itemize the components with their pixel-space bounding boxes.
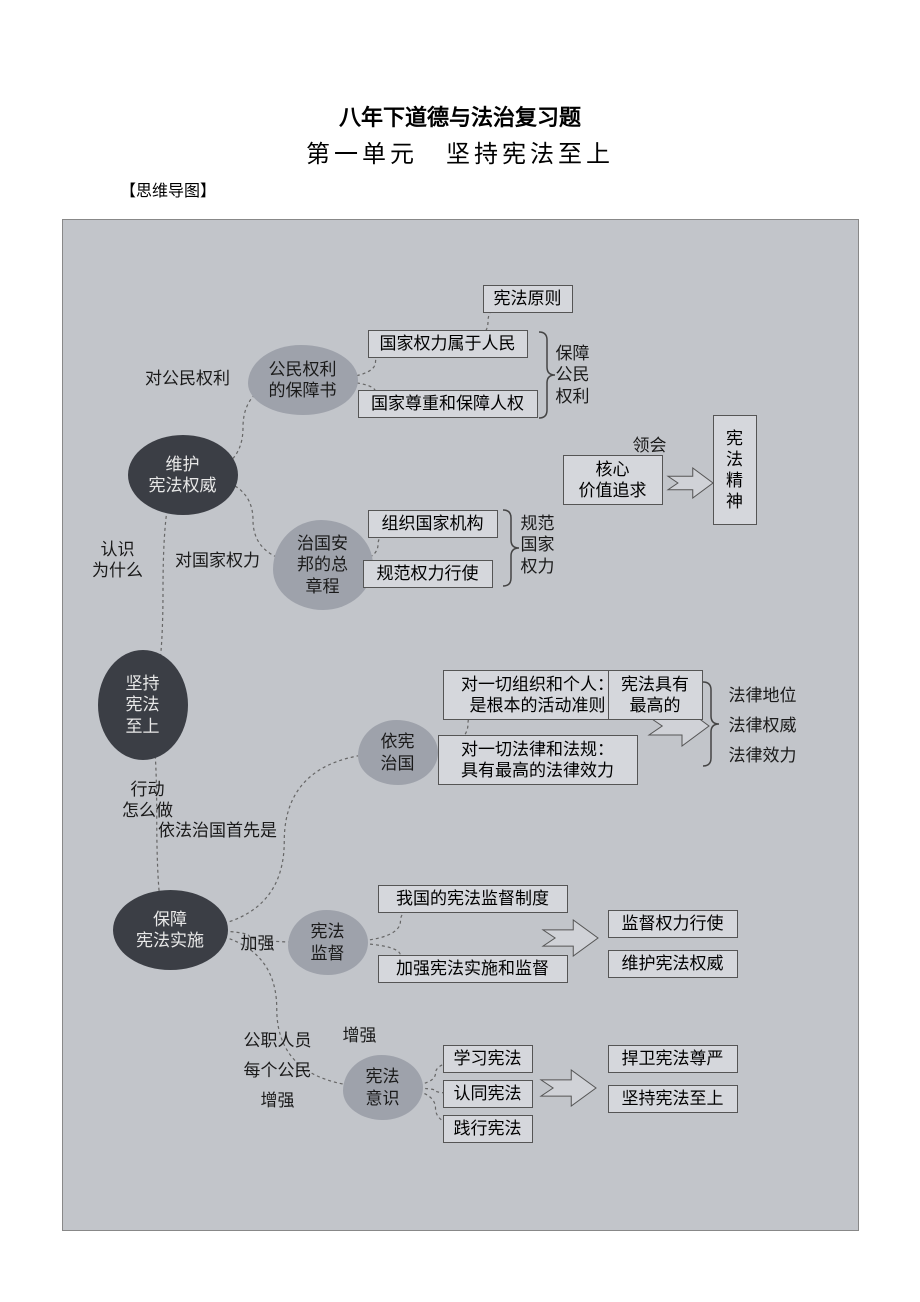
node-box_core: 核心价值追求 [563, 455, 663, 505]
node-cloud_yixian: 依宪治国 [358, 720, 438, 785]
node-lbl_auth: 法律权威 [723, 715, 803, 737]
node-maintain: 维护宪法权威 [128, 435, 238, 515]
node-box_uphold: 维护宪法权威 [608, 950, 738, 978]
node-root: 坚持宪法至上 [98, 650, 188, 760]
node-box_allorg: 对一切组织和个人：是根本的活动准则 [443, 670, 633, 720]
node-lbl_offic: 公职人员 [238, 1030, 318, 1052]
node-lbl_inc2: 增强 [335, 1025, 385, 1047]
node-guarantee: 保障宪法实施 [113, 890, 228, 970]
node-box_alllaw: 对一切法律和法规：具有最高的法律效力 [438, 735, 638, 785]
node-lbl_inc: 增强 [253, 1090, 303, 1112]
node-rec_why: 认识为什么 [83, 540, 153, 580]
node-cloud_super: 宪法监督 [288, 910, 368, 975]
node-lbl_status: 法律地位 [723, 685, 803, 707]
node-box_pract: 践行宪法 [443, 1115, 533, 1143]
node-box_agree: 认同宪法 [443, 1080, 533, 1108]
node-lbl_lead: 领会 [625, 435, 675, 457]
node-brace_state: 规范国家权力 [513, 510, 563, 580]
node-brace_cit: 保障公民权利 [548, 340, 598, 410]
node-cloud_gov: 治国安邦的总章程 [273, 520, 373, 610]
node-box_norm: 规范权力行使 [363, 560, 493, 588]
node-box_learn: 学习宪法 [443, 1045, 533, 1073]
section-label: 【思维导图】 [120, 177, 870, 201]
page-subtitle: 第一单元 坚持宪法至上 [50, 134, 870, 169]
node-box_respect: 国家尊重和保障人权 [358, 390, 538, 418]
node-box_insist: 坚持宪法至上 [608, 1085, 738, 1113]
node-box_highest: 宪法具有最高的 [608, 670, 703, 720]
node-box_superv: 监督权力行使 [608, 910, 738, 938]
node-box_org: 组织国家机构 [368, 510, 498, 538]
node-cloud_guar: 公民权利的保障书 [248, 345, 358, 415]
mindmap-diagram: 坚持宪法至上认识为什么行动怎么做维护宪法权威对公民权利对国家权力公民权利的保障书… [62, 219, 859, 1231]
node-cloud_aware: 宪法意识 [343, 1055, 423, 1120]
node-act_how: 行动怎么做 [113, 780, 183, 820]
node-lbl_first: 依法治国首先是 [148, 820, 288, 842]
node-box_defend: 捍卫宪法尊严 [608, 1045, 738, 1073]
node-box_belong: 国家权力属于人民 [368, 330, 528, 358]
page-title: 八年下道德与法治复习题 [50, 100, 870, 132]
node-box_spirit: 宪法精神 [713, 415, 757, 525]
node-to_citizen: 对公民权利 [138, 368, 238, 390]
node-lbl_effect: 法律效力 [723, 745, 803, 767]
node-lbl_strength: 加强 [233, 933, 283, 955]
node-lbl_every: 每个公民 [238, 1060, 318, 1082]
node-box_imp: 加强宪法实施和监督 [378, 955, 568, 983]
node-to_state: 对国家权力 [168, 550, 268, 572]
node-box_sys: 我国的宪法监督制度 [378, 885, 568, 913]
node-box_principle: 宪法原则 [483, 285, 573, 313]
